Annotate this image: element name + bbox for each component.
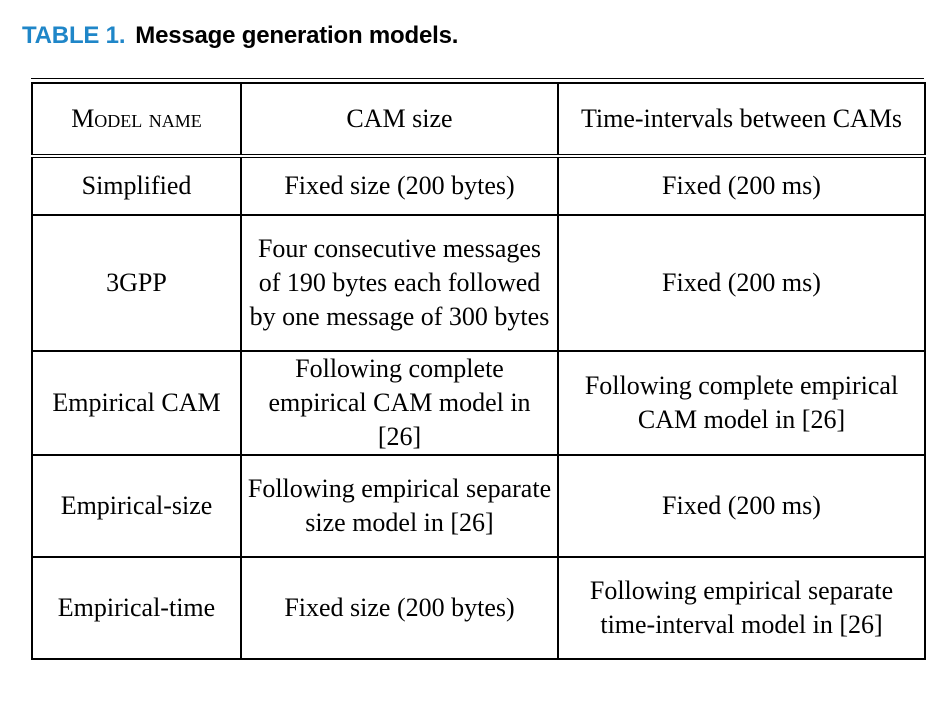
table-cell: Following empirical separate size model … bbox=[240, 454, 559, 558]
table-cell: Fixed size (200 bytes) bbox=[240, 155, 559, 216]
table-title: Message generation models. bbox=[135, 22, 459, 49]
table-row: Empirical-time Fixed size (200 bytes) Fo… bbox=[31, 556, 926, 660]
table-cell: 3GPP bbox=[31, 214, 242, 352]
table-cell: Simplified bbox=[31, 155, 242, 216]
table-row: Empirical CAM Following complete empiric… bbox=[31, 350, 926, 456]
table-cell: Fixed (200 ms) bbox=[557, 454, 926, 558]
table-caption: TABLE 1. Message generation models. bbox=[22, 22, 458, 50]
table-row: Empirical-size Following empirical separ… bbox=[31, 454, 926, 558]
header-model-name: Model name bbox=[31, 82, 242, 158]
table-cell: Following complete empirical CAM model i… bbox=[240, 350, 559, 456]
table-cell: Four consecutive messages of 190 bytes e… bbox=[240, 214, 559, 352]
table-cell: Fixed (200 ms) bbox=[557, 214, 926, 352]
table-cell: Fixed (200 ms) bbox=[557, 155, 926, 216]
table-top-rule bbox=[31, 78, 924, 79]
header-time-intervals: Time-intervals between CAMs bbox=[557, 82, 926, 158]
table-cell: Empirical-size bbox=[31, 454, 242, 558]
table-number: TABLE 1. bbox=[22, 22, 126, 49]
header-cam-size: CAM size bbox=[240, 82, 559, 158]
table-row: 3GPP Four consecutive messages of 190 by… bbox=[31, 214, 926, 352]
table-header-row: Model name CAM size Time-intervals betwe… bbox=[31, 82, 926, 158]
table-cell: Fixed size (200 bytes) bbox=[240, 556, 559, 660]
table-cell: Following empirical separate time-interv… bbox=[557, 556, 926, 660]
table-cell: Following complete empirical CAM model i… bbox=[557, 350, 926, 456]
table-row: Simplified Fixed size (200 bytes) Fixed … bbox=[31, 155, 926, 216]
table-cell: Empirical-time bbox=[31, 556, 242, 660]
message-generation-table: Model name CAM size Time-intervals betwe… bbox=[31, 82, 926, 660]
table-cell: Empirical CAM bbox=[31, 350, 242, 456]
